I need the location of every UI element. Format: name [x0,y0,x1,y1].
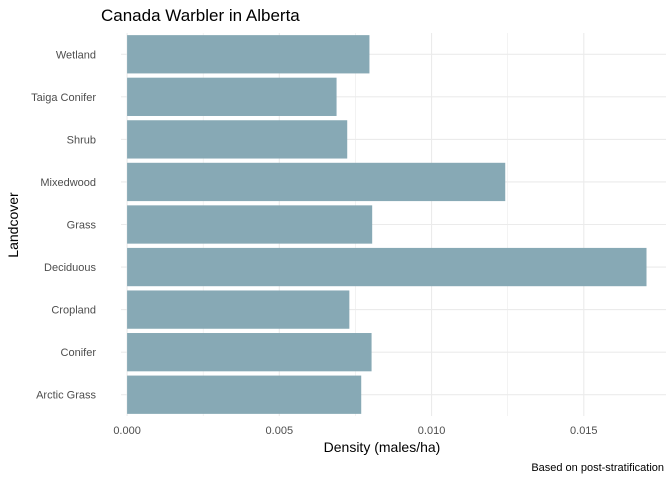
chart-title: Canada Warbler in Alberta [101,6,300,25]
bar [127,290,350,329]
y-tick-label: Conifer [61,347,97,359]
bar [127,247,647,287]
chart-caption: Based on post-stratification [531,462,664,474]
y-tick-label: Mixedwood [40,177,96,189]
x-tick-label: 0.005 [266,425,294,437]
x-tick-label: 0.010 [418,425,446,437]
y-tick-label: Grass [67,220,97,232]
x-tick-label: 0.015 [570,425,598,437]
x-tick-labels: 0.000 0.005 0.010 0.015 [113,425,597,437]
y-tick-label: Wetland [56,49,96,61]
y-tick-label: Taiga Conifer [31,92,96,104]
x-tick-label: 0.000 [113,425,141,437]
bar [127,120,348,159]
x-axis-label: Density (males/ha) [324,439,441,455]
bar [127,77,337,116]
y-tick-label: Deciduous [44,262,96,274]
bar [127,333,372,372]
bar [127,205,373,244]
bar [127,35,370,74]
bar [127,162,506,202]
y-tick-label: Arctic Grass [36,390,96,402]
bar [127,375,362,414]
y-tick-label: Cropland [51,305,96,317]
y-tick-labels: Wetland Taiga Conifer Shrub Mixedwood Grass D… [31,49,96,401]
y-tick-label: Shrub [67,134,96,146]
y-axis-label: Landcover [5,192,21,258]
bars [127,35,647,414]
